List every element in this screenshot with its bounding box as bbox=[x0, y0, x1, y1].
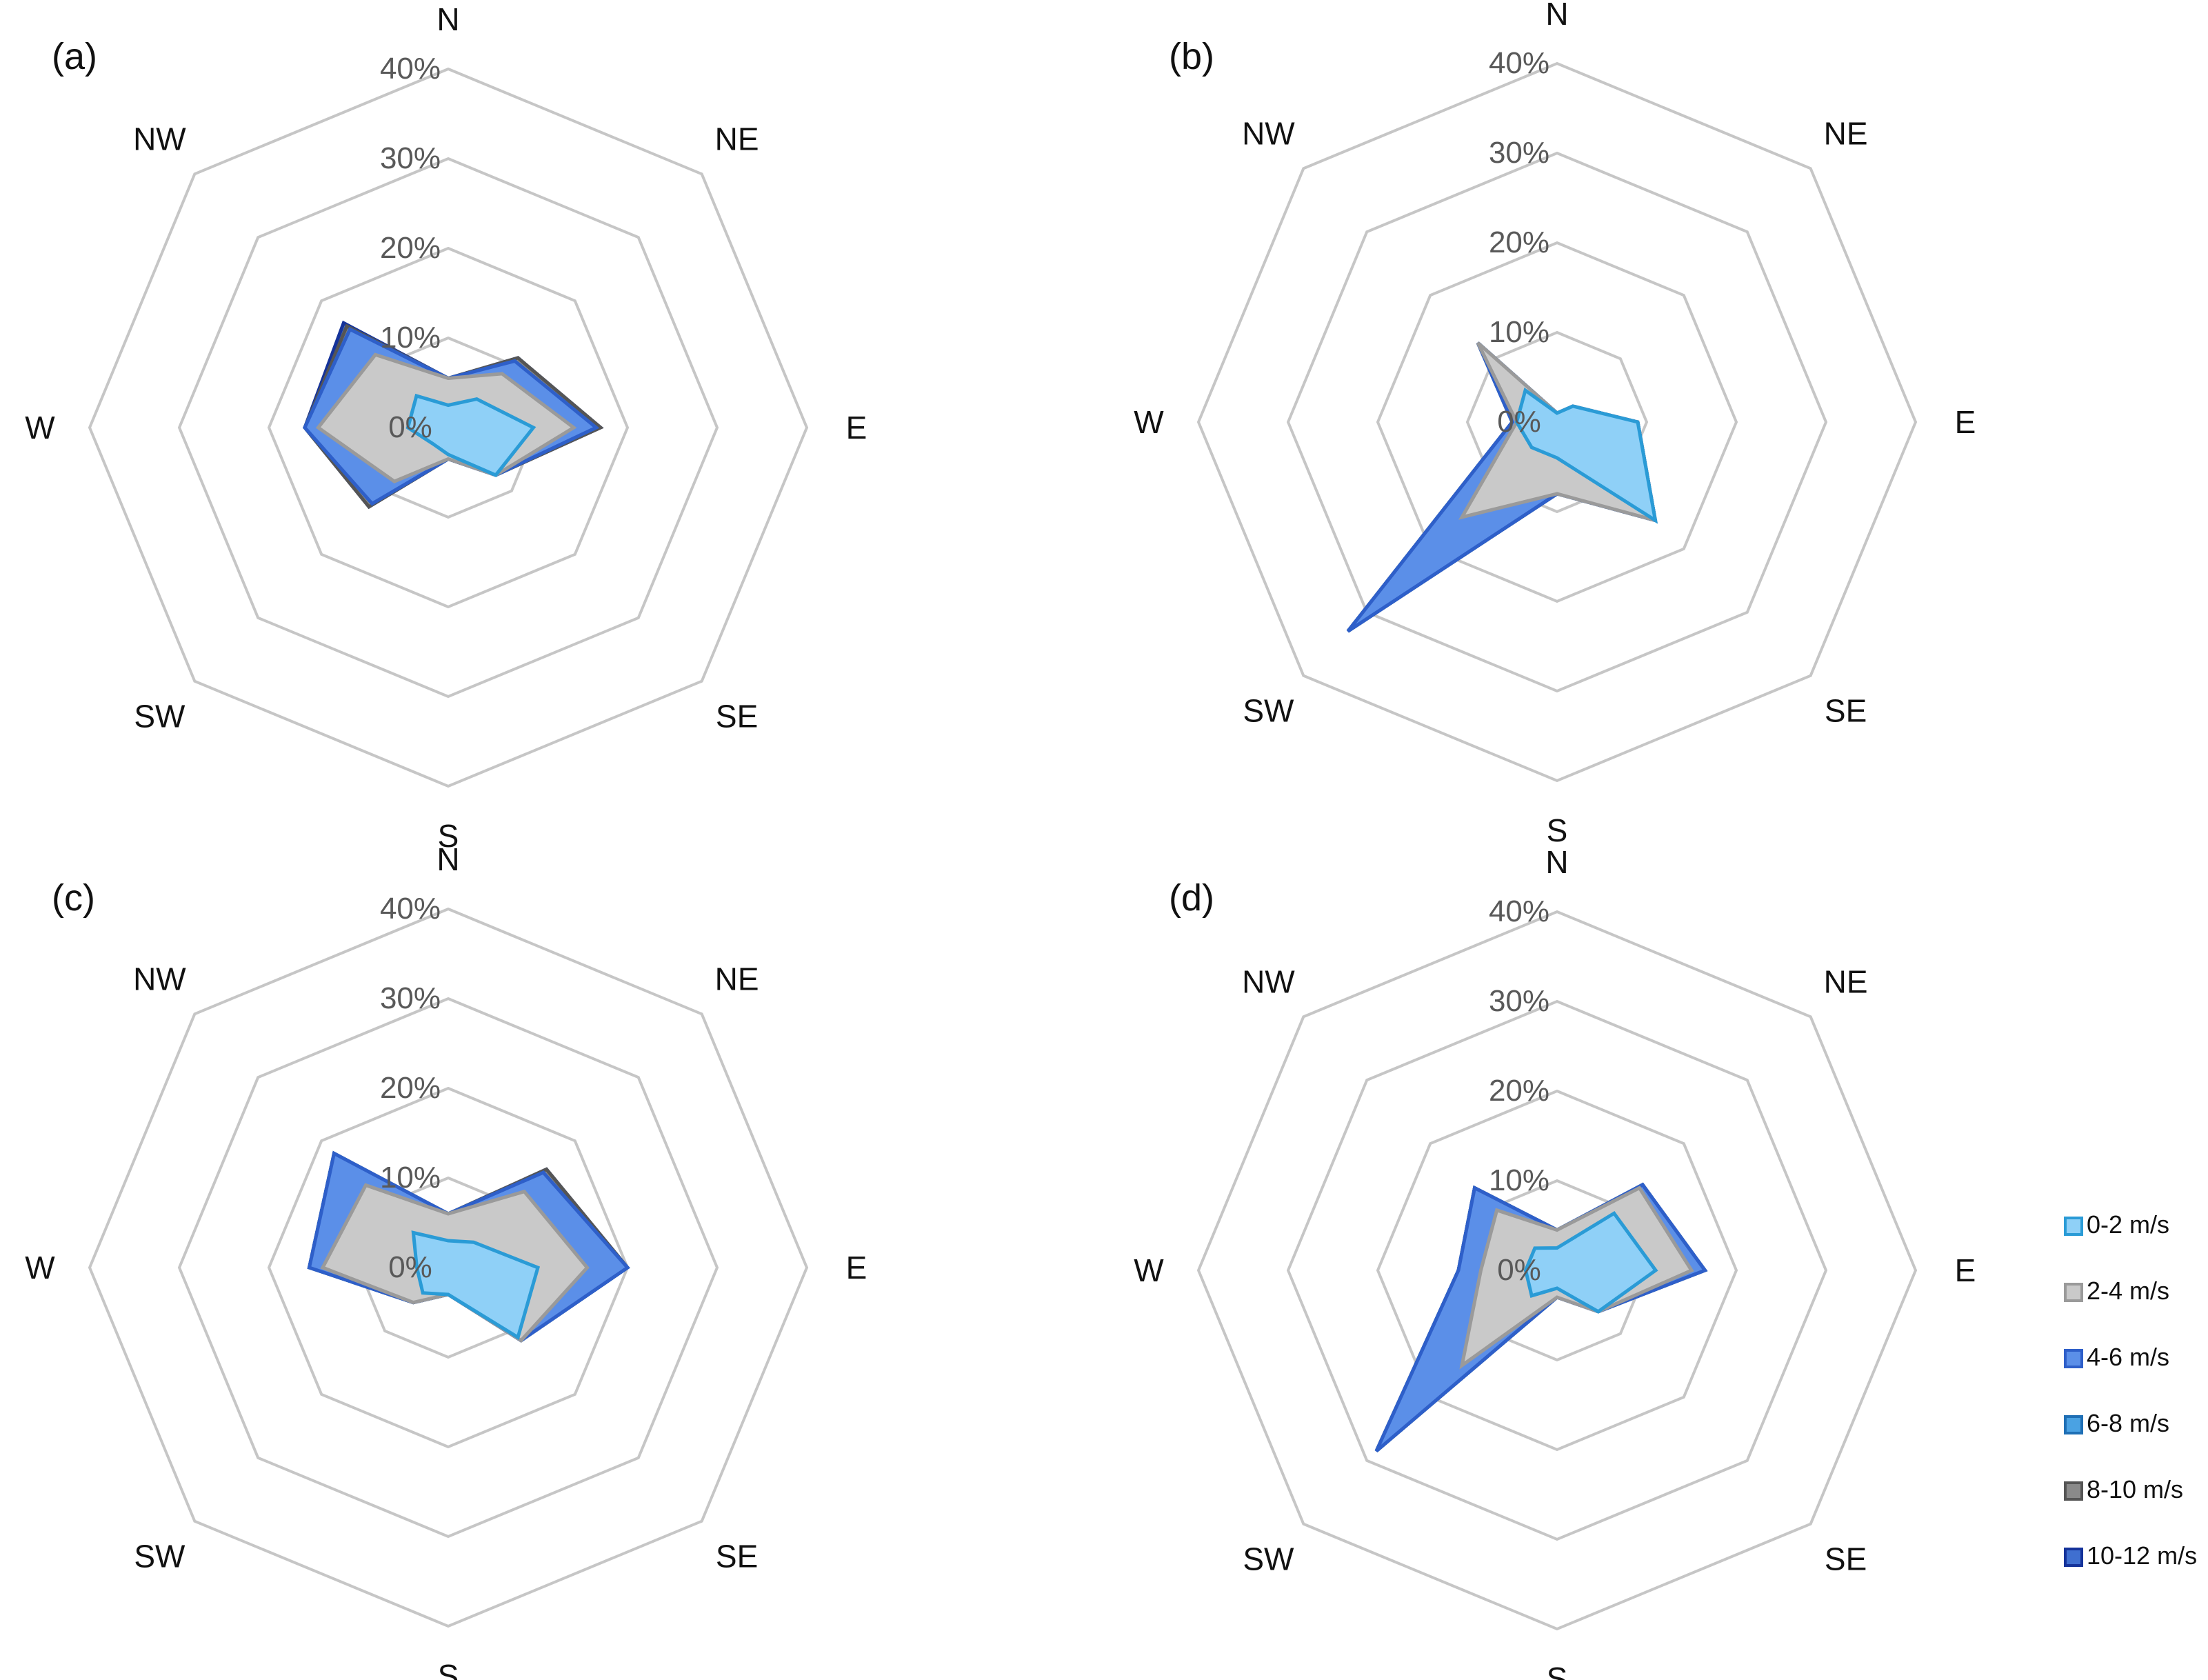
direction-label: NW bbox=[1242, 963, 1295, 999]
grid-ring bbox=[88, 67, 809, 788]
grid-ring bbox=[1286, 999, 1828, 1541]
direction-label: S bbox=[1547, 812, 1568, 848]
direction-label: NE bbox=[1824, 115, 1868, 151]
direction-label: SE bbox=[1825, 1541, 1867, 1577]
direction-label: W bbox=[25, 1250, 55, 1286]
ring-tick-label: 40% bbox=[380, 892, 441, 926]
series-polygon bbox=[1514, 387, 1658, 524]
direction-label: E bbox=[1955, 404, 1976, 440]
direction-label: SE bbox=[1825, 693, 1867, 729]
ring-tick-label: 10% bbox=[380, 1161, 441, 1194]
direction-label: N bbox=[436, 841, 459, 877]
grid-ring bbox=[88, 907, 809, 1628]
direction-label: N bbox=[1545, 844, 1568, 880]
wind-rose-panel: 0% 10% 20% 30% 40% N NE E SE S SW W NW (d) bbox=[1134, 844, 1976, 1680]
wind-rose-panel: 0% 10% 20% 30% 40% N NE E SE S SW W NW (a) bbox=[25, 1, 867, 854]
legend-swatch bbox=[2064, 1283, 2083, 1302]
direction-label: NW bbox=[1242, 115, 1295, 151]
ring-tick-label: 0% bbox=[1497, 1253, 1541, 1287]
direction-label: S bbox=[438, 1658, 459, 1680]
ring-tick-label: 0% bbox=[1497, 405, 1541, 439]
grid-ring bbox=[1465, 330, 1649, 514]
grid-ring bbox=[177, 157, 719, 699]
direction-label: NE bbox=[1824, 963, 1868, 999]
ring-tick-label: 20% bbox=[1489, 1074, 1549, 1108]
wind-rose-panel: 0% 10% 20% 30% 40% N NE E SE S SW W NW (c) bbox=[25, 841, 867, 1680]
direction-label: NW bbox=[133, 961, 186, 997]
legend-item: 0-2 m/s bbox=[2064, 1210, 2169, 1239]
direction-label: E bbox=[1955, 1252, 1976, 1288]
wind-rose-panels: 0%10%20%30%40%NNEESESSWWNW(a)0%10%20%30%… bbox=[25, 0, 1976, 1680]
series-polygon bbox=[1523, 1210, 1658, 1314]
ring-tick-label: 0% bbox=[388, 1250, 432, 1284]
direction-label: NE bbox=[715, 961, 759, 997]
direction-label: W bbox=[1134, 1252, 1164, 1288]
direction-label: N bbox=[436, 1, 459, 37]
legend-label: 6-8 m/s bbox=[2087, 1409, 2169, 1437]
grid-ring bbox=[1196, 61, 1918, 783]
grid-ring bbox=[177, 997, 719, 1539]
grid-ring bbox=[267, 246, 630, 609]
ring-tick-label: 20% bbox=[1489, 226, 1549, 259]
direction-label: SW bbox=[134, 1539, 185, 1574]
grid-ring bbox=[1376, 1089, 1738, 1452]
legend-label: 8-10 m/s bbox=[2087, 1475, 2183, 1503]
grid-ring bbox=[1286, 151, 1828, 693]
panel-label: (c) bbox=[52, 877, 95, 919]
legend: 0-2 m/s 2-4 m/s 4-6 m/s 6-8 m/s 8-10 m/s 10-1… bbox=[2064, 1210, 2197, 1570]
ring-tick-label: 30% bbox=[1489, 136, 1549, 170]
ring-tick-label: 30% bbox=[1489, 984, 1549, 1018]
ring-tick-label: 40% bbox=[380, 52, 441, 86]
legend-item: 2-4 m/s bbox=[2064, 1277, 2169, 1305]
legend-label: 10-12 m/s bbox=[2087, 1541, 2197, 1570]
direction-label: S bbox=[438, 818, 459, 854]
legend-label: 0-2 m/s bbox=[2087, 1210, 2169, 1239]
ring-tick-label: 10% bbox=[1489, 1163, 1549, 1197]
legend-item: 10-12 m/s bbox=[2064, 1541, 2197, 1570]
direction-label: NE bbox=[715, 121, 759, 157]
direction-label: W bbox=[25, 410, 55, 446]
direction-label: W bbox=[1134, 404, 1164, 440]
legend-swatch bbox=[2064, 1217, 2083, 1236]
ring-tick-label: 40% bbox=[1489, 894, 1549, 928]
legend-swatch bbox=[2064, 1415, 2083, 1434]
series-polygon bbox=[405, 393, 536, 477]
direction-label: N bbox=[1545, 0, 1568, 32]
direction-label: E bbox=[846, 410, 867, 446]
ring-tick-label: 30% bbox=[380, 141, 441, 175]
grid-ring bbox=[267, 1086, 630, 1449]
legend-swatch bbox=[2064, 1349, 2083, 1368]
ring-tick-label: 20% bbox=[380, 231, 441, 265]
legend-label: 2-4 m/s bbox=[2087, 1277, 2169, 1305]
legend-item: 4-6 m/s bbox=[2064, 1343, 2169, 1371]
ring-tick-label: 10% bbox=[380, 321, 441, 354]
panel-label: (a) bbox=[52, 36, 97, 77]
wind-rose-panel: 0% 10% 20% 30% 40% N NE E SE S SW W NW (b) bbox=[1134, 0, 1976, 848]
legend-item: 8-10 m/s bbox=[2064, 1475, 2183, 1503]
panel-label: (b) bbox=[1169, 36, 1214, 77]
panel-label: (d) bbox=[1169, 877, 1214, 919]
legend-swatch bbox=[2064, 1548, 2083, 1567]
direction-label: SW bbox=[1243, 1541, 1294, 1577]
direction-label: SW bbox=[1243, 693, 1294, 729]
ring-tick-label: 0% bbox=[388, 410, 432, 444]
direction-label: SE bbox=[716, 699, 758, 734]
grid-ring bbox=[1376, 241, 1738, 603]
ring-tick-label: 30% bbox=[380, 981, 441, 1015]
direction-label: SW bbox=[134, 699, 185, 734]
legend-label: 4-6 m/s bbox=[2087, 1343, 2169, 1371]
ring-tick-label: 40% bbox=[1489, 46, 1549, 80]
legend-swatch bbox=[2064, 1481, 2083, 1501]
series-polygon bbox=[411, 1230, 541, 1340]
ring-tick-label: 10% bbox=[1489, 315, 1549, 349]
direction-label: SE bbox=[716, 1539, 758, 1574]
direction-label: E bbox=[846, 1250, 867, 1286]
direction-label: NW bbox=[133, 121, 186, 157]
direction-label: S bbox=[1547, 1661, 1568, 1680]
legend-item: 6-8 m/s bbox=[2064, 1409, 2169, 1437]
grid-ring bbox=[1196, 910, 1918, 1631]
ring-tick-label: 20% bbox=[380, 1071, 441, 1105]
